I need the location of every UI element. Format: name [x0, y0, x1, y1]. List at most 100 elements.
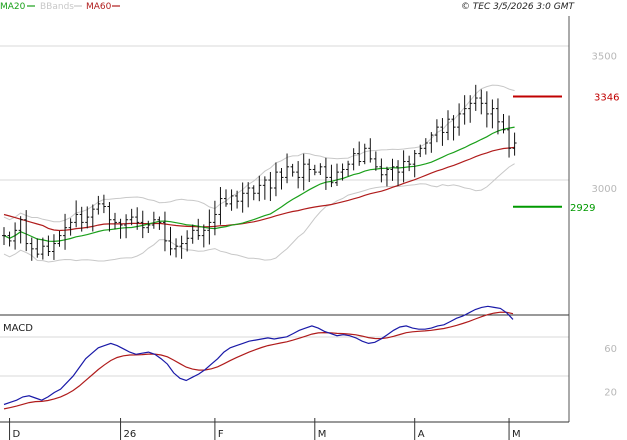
price-bar	[484, 91, 489, 128]
price-bar	[7, 231, 12, 247]
price-bar	[512, 132, 517, 156]
x-tick: F	[214, 418, 224, 440]
price-bar	[468, 95, 473, 123]
price-bar	[118, 218, 123, 239]
legend: MA20 BBands MA60	[0, 2, 120, 12]
price-bar	[207, 209, 212, 245]
x-tick-label: F	[218, 429, 224, 440]
price-bar	[318, 163, 323, 176]
macd-signal-line	[3, 311, 514, 410]
price-bar	[368, 138, 373, 163]
macd-tick-label: 60	[604, 344, 617, 355]
price-bar	[384, 166, 389, 187]
price-bar	[85, 206, 90, 229]
price-bar	[162, 211, 167, 252]
price-bar	[357, 141, 362, 166]
price-level-label: 2929	[570, 203, 595, 214]
price-bar	[129, 208, 134, 226]
price-bar	[257, 175, 262, 202]
price-bar	[440, 118, 445, 146]
price-bar	[96, 195, 101, 215]
price-level-label: 3346	[594, 92, 619, 103]
price-bar	[168, 226, 173, 256]
price-bar	[63, 213, 68, 250]
price-bar	[323, 157, 328, 190]
legend-bbands: BBands	[40, 2, 74, 12]
price-bar	[457, 103, 462, 136]
macd-tick-label: 20	[604, 387, 617, 398]
price-bar	[124, 214, 129, 239]
copyright: © TEC 3/5/2026 3:0 GMT	[461, 2, 576, 12]
y-tick-label: 3500	[592, 52, 617, 63]
price-bar	[312, 164, 317, 176]
price-bar	[174, 238, 179, 258]
price-bar	[301, 153, 306, 191]
x-tick: M	[508, 418, 521, 440]
x-tick-label: 26	[124, 429, 137, 440]
price-bar	[24, 210, 29, 252]
x-axis: D 26 F M A M	[9, 418, 521, 440]
price-bar	[418, 144, 423, 158]
price-bar	[90, 204, 95, 232]
price-bar	[490, 99, 495, 129]
price-bar	[218, 187, 223, 225]
price-bar	[29, 237, 34, 261]
price-bar	[407, 155, 412, 172]
price-bar	[51, 234, 56, 260]
price-bar	[262, 176, 267, 200]
price-bar	[329, 164, 334, 188]
price-bar	[462, 95, 467, 125]
price-bar	[346, 160, 351, 177]
ma20-line	[3, 126, 515, 243]
price-bar	[2, 227, 6, 245]
price-bar	[401, 150, 406, 183]
price-bar	[251, 185, 256, 201]
price-bar	[290, 163, 295, 177]
y-tick-label: 3000	[592, 184, 617, 195]
price-bar	[429, 132, 434, 153]
price-bar	[423, 138, 428, 155]
price-level: 3346	[513, 92, 619, 103]
price-bar	[101, 194, 106, 214]
price-bar	[279, 167, 284, 190]
price-bar	[18, 216, 23, 244]
macd-title: MACD	[3, 323, 33, 334]
y-axis: 3500 3000 60 20	[592, 52, 617, 399]
price-bar	[285, 153, 290, 184]
price-bar	[240, 182, 245, 213]
x-tick: M	[314, 418, 327, 440]
price-bar	[224, 189, 228, 207]
legend-ma20: MA20	[0, 2, 26, 12]
price-bar	[212, 200, 217, 236]
price-bar	[373, 151, 378, 171]
price-bar	[35, 238, 40, 258]
x-tick-label: D	[13, 429, 21, 440]
price-bar	[135, 207, 140, 230]
x-tick-label: M	[318, 429, 327, 440]
price-bar	[74, 200, 79, 228]
price-bar	[196, 218, 201, 240]
price-bar	[185, 230, 190, 252]
x-tick: 26	[120, 418, 137, 440]
price-bar	[246, 182, 251, 208]
price-bar	[362, 143, 367, 165]
price-bar	[273, 162, 278, 197]
price-bar	[46, 235, 51, 257]
price-bar	[229, 189, 234, 211]
legend-ma60: MA60	[86, 2, 112, 12]
bband-lower	[3, 163, 515, 263]
price-level: 2929	[513, 203, 595, 214]
price-panel	[0, 16, 570, 316]
price-bar	[40, 237, 45, 260]
price-bar	[473, 84, 478, 111]
price-bar	[179, 235, 184, 259]
price-bar	[479, 89, 484, 115]
price-bar	[57, 230, 62, 247]
price-bars	[2, 84, 517, 261]
price-bar	[157, 216, 162, 230]
price-bar	[351, 148, 356, 171]
price-bar	[412, 150, 417, 178]
price-bar	[507, 115, 512, 158]
price-bar	[107, 202, 112, 232]
